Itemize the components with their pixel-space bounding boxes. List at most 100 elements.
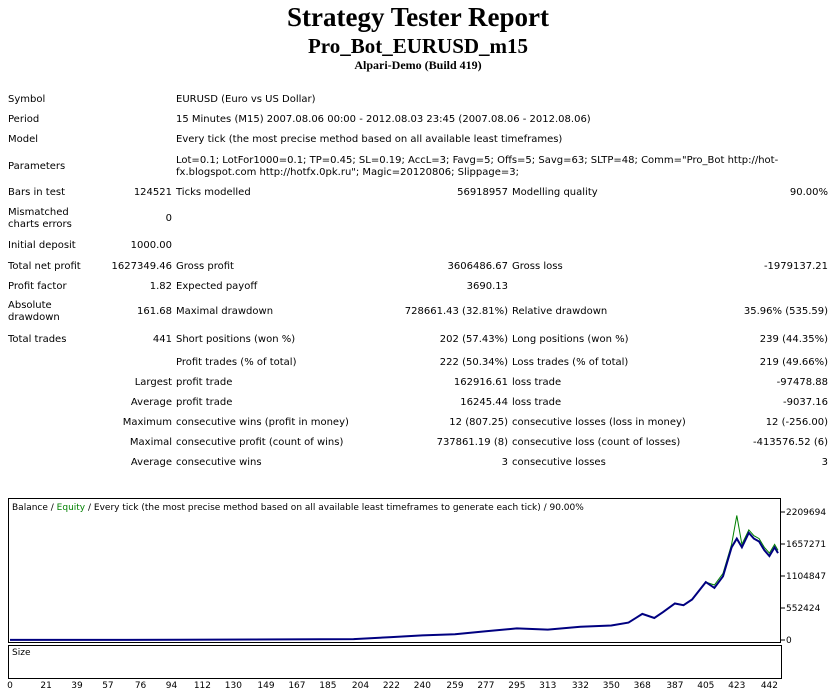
loss-trades-label: Loss trades (% of total) [512,357,629,368]
mismatch-value: 0 [165,213,172,224]
maximum-label: Maximum [122,417,172,428]
x-tick-label: 295 [508,681,526,691]
profit-factor-value: 1.82 [149,281,172,292]
average-consecutive-wins-label: consecutive wins [176,457,262,468]
x-tick-label: 423 [728,681,746,691]
chart-gridlines [781,511,785,641]
y-tick-label: 0 [786,636,792,644]
y-tick-label: 2209694 [786,508,826,518]
report-subtitle: Pro_Bot_EURUSD_m15 [307,34,529,58]
x-tick-label: 332 [571,681,589,691]
max-consecutive-losses-label: consecutive losses (loss in money) [512,417,686,428]
quality-label: Modelling quality [512,187,598,198]
max-consecutive-losses-value: 12 (-256.00) [765,417,828,428]
gross-profit-value: 3606486.67 [447,261,508,272]
deposit-label: Initial deposit [8,240,76,251]
model-label: Model [8,134,39,145]
profit-trades-value: 222 (50.34%) [439,357,508,368]
largest-loss-value: -97478.88 [776,377,828,388]
x-tick-label: 277 [477,681,495,691]
x-tick-label: 204 [351,681,370,691]
symbol-value: EURUSD (Euro vs US Dollar) [176,94,316,105]
x-tick-label: 405 [697,681,715,691]
parameters-value: Lot=0.1; LotFor1000=0.1; TP=0.45; SL=0.1… [176,154,779,178]
average-consecutive-losses-label: consecutive losses [512,457,606,468]
bars-label: Bars in test [8,187,65,198]
short-positions-value: 202 (57.43%) [439,334,508,345]
x-tick-label: 167 [288,681,306,691]
x-tick-label: 112 [193,681,212,691]
chart-frame [8,498,781,643]
average-consecutive-label: Average [130,457,172,468]
x-tick-label: 387 [666,681,684,691]
loss-trades-value: 219 (49.66%) [759,357,828,368]
expected-payoff-label: Expected payoff [176,281,258,292]
maximal-label: Maximal [129,437,172,448]
x-tick-label: 57 [102,681,114,691]
absolute-drawdown-value: 161.68 [137,306,172,317]
total-trades-label: Total trades [8,334,67,345]
gross-loss-label: Gross loss [512,261,563,272]
long-positions-label: Long positions (won %) [512,334,629,345]
profit-trades-label: Profit trades (% of total) [176,357,297,368]
bars-value: 124521 [133,187,172,198]
chart-x-axis: 0 21 39 57 76 94 112 130 149 167 185 204 222 240 259 27… [0,679,836,695]
x-tick-label: 313 [539,681,557,691]
x-tick-label: 259 [446,681,464,691]
short-positions-label: Short positions (won %) [176,334,296,345]
average-profit-label: profit trade [176,397,233,408]
x-tick-label: 21 [40,681,52,691]
x-tick-label: 94 [165,681,178,691]
max-consecutive-wins-value: 12 (807.25) [449,417,508,428]
max-consecutive-wins-label: consecutive wins (profit in money) [176,417,349,428]
period-label: Period [8,114,40,125]
chart-y-ticks: 2209694 1657271 1104847 552424 0 [786,508,826,644]
balance-line [9,531,779,641]
average-loss-label: loss trade [512,397,562,408]
mismatch-label: Mismatched charts errors [8,207,72,230]
size-panel: Size [8,645,782,679]
expected-payoff-value: 3690.13 [466,281,508,292]
x-tick-label: 240 [413,681,431,691]
largest-profit-label: profit trade [176,377,233,388]
y-tick-label: 1657271 [786,540,826,550]
quality-value: 90.00% [789,187,828,198]
relative-drawdown-value: 35.96% (535.59) [743,306,828,317]
maximal-consecutive-profit-label: consecutive profit (count of wins) [176,437,344,448]
relative-drawdown-label: Relative drawdown [512,306,608,317]
y-tick-label: 552424 [786,604,821,614]
x-tick-label: 149 [257,681,275,691]
x-tick-label: 442 [760,681,778,691]
x-tick-label: 39 [71,681,83,691]
parameters-label: Parameters [8,160,66,172]
profit-factor-label: Profit factor [8,281,67,292]
ticks-value: 56918957 [457,187,508,198]
gross-profit-label: Gross profit [176,261,234,272]
largest-loss-label: loss trade [512,377,562,388]
net-profit-label: Total net profit [8,261,81,272]
total-trades-value: 441 [152,334,172,345]
x-tick-label: 130 [224,681,242,691]
period-value: 15 Minutes (M15) 2007.08.06 00:00 - 2012… [176,114,591,125]
long-positions-value: 239 (44.35%) [759,334,828,345]
maximal-consecutive-loss-label: consecutive loss (count of losses) [512,437,681,448]
size-label: Size [12,648,31,658]
x-tick-label: 185 [319,681,337,691]
x-tick-label: 350 [602,681,620,691]
legend-description: / Every tick (the most precise method ba… [85,503,584,513]
gross-loss-value: -1979137.21 [763,261,828,272]
deposit-value: 1000.00 [130,240,172,251]
symbol-label: Symbol [8,94,46,105]
largest-label: Largest [134,377,172,388]
maximal-drawdown-value: 728661.43 (32.81%) [404,306,508,317]
average-loss-value: -9037.16 [783,397,828,408]
y-tick-label: 1104847 [786,572,826,582]
average-consecutive-wins-value: 3 [501,457,508,468]
average-profit-value: 16245.44 [460,397,508,408]
maximal-consecutive-profit-value: 737861.19 (8) [436,437,508,448]
x-tick-label: 76 [134,681,147,691]
x-tick-label: 0 [7,681,13,691]
maximal-consecutive-loss-value: -413576.52 (6) [752,437,828,448]
report-table: Symbol EURUSD (Euro vs US Dollar) Period… [6,90,830,473]
ticks-label: Ticks modelled [176,187,251,198]
